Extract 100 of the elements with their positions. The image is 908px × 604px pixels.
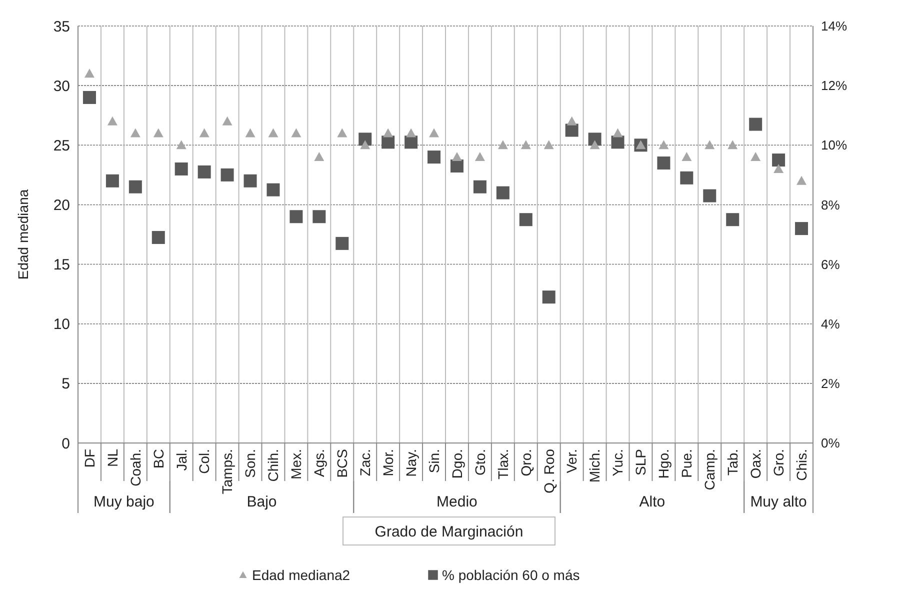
- text: Bajo: [246, 493, 277, 510]
- point: [473, 180, 486, 194]
- y-tick-label: 30: [53, 78, 70, 95]
- point: [749, 118, 762, 131]
- point: [519, 213, 532, 226]
- x-tick-label: Ags.: [311, 449, 328, 478]
- x-tick-label: Yuc.: [610, 449, 626, 476]
- point: [795, 222, 808, 236]
- point: [796, 176, 807, 185]
- point: [312, 210, 326, 224]
- point: [474, 152, 485, 162]
- point: [772, 154, 786, 167]
- point: [450, 159, 464, 172]
- y2-tick-label: 14%: [821, 18, 848, 34]
- point: [658, 140, 669, 150]
- x-tick-label: Hgo.: [656, 449, 672, 479]
- point: [680, 171, 694, 184]
- text: Medio: [436, 493, 478, 510]
- point: [636, 140, 646, 150]
- x-tick-label: Son.: [242, 449, 258, 478]
- point: [565, 124, 578, 137]
- x-tick-label: Mor.: [380, 449, 396, 476]
- point: [106, 174, 119, 188]
- x-tick-label: Mex.: [288, 449, 304, 480]
- point: [428, 150, 441, 164]
- point: [336, 236, 349, 250]
- x-tick-label: Oax.: [747, 449, 764, 479]
- point: [82, 90, 96, 104]
- point: [566, 116, 577, 126]
- point: [107, 116, 118, 126]
- x-tick-label: Pue.: [678, 449, 695, 478]
- y2-tick-label: 12%: [821, 78, 848, 94]
- point: [590, 140, 600, 150]
- point: [750, 152, 761, 162]
- x-tick-label: Dgo.: [448, 449, 465, 479]
- x-tick-label: Gro.: [770, 449, 786, 476]
- x-tick-label: SLP: [632, 449, 649, 476]
- point: [682, 152, 692, 162]
- x-tick-label: Sin.: [426, 449, 442, 474]
- x-axis-title: Grado de Marginación: [374, 523, 524, 540]
- legend-label: % población 60 o más: [442, 566, 580, 583]
- x-tick-label: BC: [150, 449, 166, 468]
- x-tick-label: Tlax.: [494, 449, 511, 480]
- point: [728, 140, 738, 150]
- y-tick-label: 20: [53, 196, 70, 214]
- point: [429, 128, 440, 138]
- point: [404, 136, 418, 149]
- y-tick-label: 5: [62, 376, 70, 393]
- point: [704, 140, 715, 150]
- point: [544, 140, 554, 150]
- point: [290, 210, 303, 224]
- y-axis-title: Edad mediana: [15, 189, 31, 280]
- x-tick-label: Camp.: [702, 449, 718, 490]
- x-tick-label: Q. Roo: [540, 448, 557, 494]
- point: [383, 128, 394, 138]
- y-tick-label: 0: [62, 435, 70, 452]
- point: [84, 68, 94, 78]
- y2-tick-label: 6%: [821, 256, 840, 272]
- y-tick-label: 25: [53, 137, 70, 154]
- x-tick-label: Jal.: [173, 449, 190, 471]
- point: [174, 162, 188, 176]
- point: [657, 156, 670, 170]
- point: [382, 136, 395, 149]
- point: [130, 128, 140, 138]
- point: [406, 128, 416, 138]
- point: [588, 132, 602, 146]
- x-tick-label: Nay.: [402, 449, 419, 477]
- x-tick-label: Tamps.: [219, 449, 236, 494]
- y2-tick-label: 4%: [821, 316, 840, 332]
- point: [153, 128, 164, 138]
- point: [520, 140, 531, 150]
- y2-tick-label: 2%: [821, 376, 840, 391]
- point: [703, 189, 716, 202]
- point: [498, 140, 508, 150]
- point: [611, 136, 624, 149]
- point: [222, 116, 232, 126]
- point: [337, 128, 348, 138]
- point: [220, 168, 234, 182]
- x-tick-label: Tab.: [724, 449, 741, 476]
- point: [542, 290, 556, 304]
- point: [726, 213, 740, 226]
- text: Alto: [639, 493, 666, 510]
- x-tick-label: Gto.: [472, 449, 488, 476]
- x-tick-label: Ver.: [564, 449, 580, 474]
- point: [245, 128, 256, 138]
- point: [198, 165, 211, 178]
- point: [452, 152, 462, 162]
- point: [291, 128, 302, 138]
- y-tick-label: 10: [53, 316, 70, 334]
- x-tick-label: Mich.: [586, 449, 603, 482]
- x-tick-label: Qro.: [518, 449, 534, 476]
- text: Muy alto: [750, 493, 807, 510]
- x-tick-label: Chih.: [265, 449, 282, 482]
- legend-label: Edad mediana2: [252, 566, 350, 583]
- point: [496, 186, 510, 200]
- point: [199, 128, 210, 138]
- point: [612, 128, 623, 138]
- y-tick-label: 35: [53, 18, 70, 36]
- point: [176, 140, 186, 150]
- point: [358, 132, 372, 146]
